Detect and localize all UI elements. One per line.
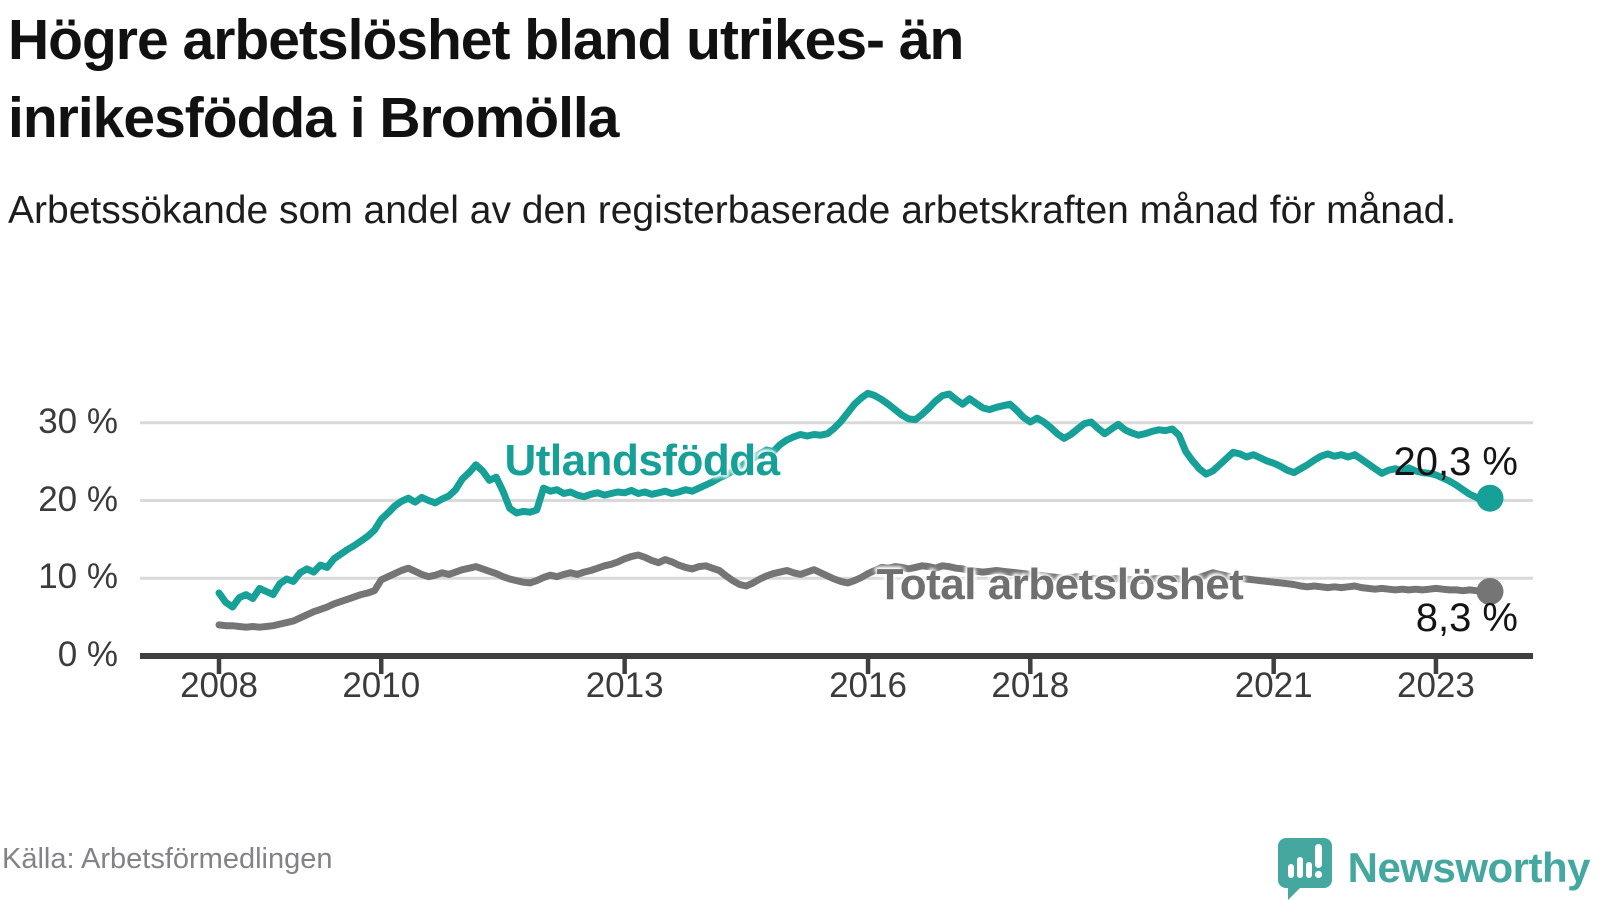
newsworthy-brand: Newsworthy <box>1277 836 1591 900</box>
speech-bubble-shape <box>1277 838 1332 900</box>
bar-2 <box>1296 857 1303 878</box>
series-line-utlandsfodda <box>215 389 1494 611</box>
bar-3 <box>1305 862 1312 878</box>
page-title: Högre arbetslöshet bland utrikes- än inr… <box>8 8 964 150</box>
source-caption: Källa: Arbetsförmedlingen <box>2 843 333 875</box>
series-label-total-arbetsloshet: Total arbetslöshet <box>876 560 1244 609</box>
end-value-label-total: 8,3 % <box>1415 596 1518 640</box>
x-tick-label-2021: 2021 <box>1234 666 1313 705</box>
line-chart <box>140 389 1533 674</box>
y-tick-label-0: 0 % <box>57 635 118 674</box>
series-line-total <box>215 551 1494 631</box>
y-tick-label-20: 20 % <box>38 479 118 519</box>
bar-1 <box>1287 864 1294 878</box>
newsworthy-logo-icon <box>1277 838 1332 900</box>
exclamation-bar <box>1314 844 1322 868</box>
exclamation-dot <box>1314 870 1322 879</box>
end-value-label-utlandsfodda: 20,3 % <box>1393 440 1518 484</box>
series-label-utlandsfodda: Utlandsfödda <box>504 436 780 485</box>
x-tick-label-2018: 2018 <box>991 666 1070 705</box>
x-tick-label-2008: 2008 <box>180 666 258 705</box>
series-end-dot-total <box>1476 578 1504 605</box>
x-tick-label-2016: 2016 <box>829 666 907 705</box>
series-end-dot-utlandsfodda <box>1476 484 1504 512</box>
y-tick-label-30: 30 % <box>38 401 118 441</box>
newsworthy-wordmark: Newsworthy <box>1347 844 1591 891</box>
chart-subtitle: Arbetssökande som andel av den registerb… <box>8 189 1457 232</box>
x-tick-label-2010: 2010 <box>342 666 421 705</box>
y-tick-label-10: 10 % <box>38 557 118 597</box>
x-tick-label-2023: 2023 <box>1397 666 1475 705</box>
x-tick-label-2013: 2013 <box>585 666 664 705</box>
